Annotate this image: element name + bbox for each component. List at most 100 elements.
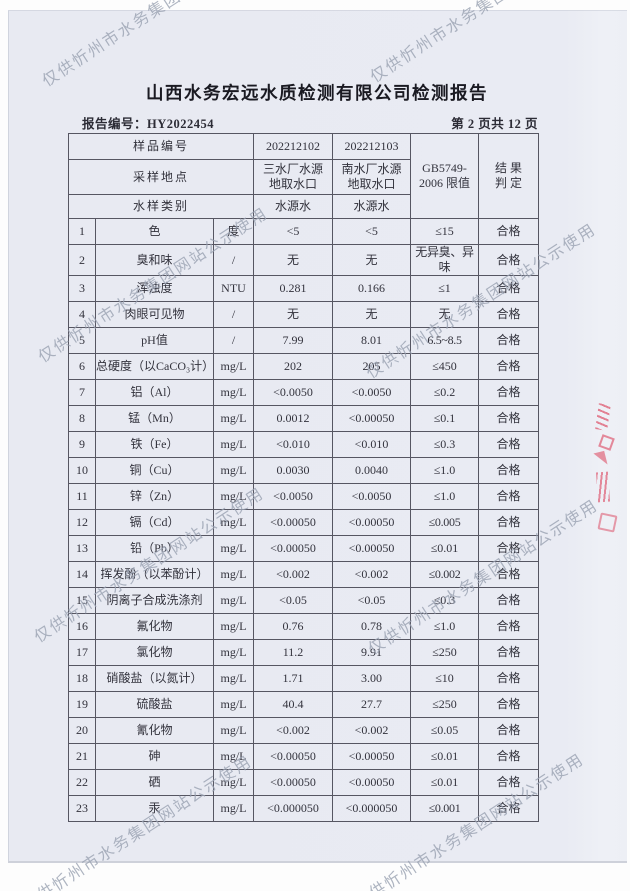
row-index-cell: 12	[68, 509, 96, 536]
limit-cell: ≤1.0	[410, 613, 480, 640]
table-row: 22 硒 mg/L <0.00050 <0.00050 ≤0.01 合格	[68, 769, 540, 796]
value1-cell: <0.00050	[253, 769, 334, 796]
param-name-cell: 硒	[95, 769, 214, 796]
row-index-cell: 5	[68, 327, 96, 354]
value2-cell: <0.00050	[332, 405, 412, 432]
result-cell: 合格	[478, 639, 540, 666]
row-index-cell: 23	[68, 795, 96, 822]
value2-cell: <0.00050	[332, 743, 412, 770]
param-name-cell: pH值	[95, 327, 214, 354]
report-number-line: 报告编号：HY2022454	[82, 113, 214, 132]
result-cell: 合格	[478, 509, 540, 536]
table-row: 17 氯化物 mg/L 11.2 9.91 ≤250 合格	[68, 639, 540, 666]
table-row: 16 氟化物 mg/L 0.76 0.78 ≤1.0 合格	[68, 613, 540, 640]
limit-cell: ≤0.01	[410, 769, 480, 796]
table-row: 7 铝（Al） mg/L <0.0050 <0.0050 ≤0.2 合格	[68, 379, 540, 406]
row-index-cell: 15	[68, 587, 96, 614]
row-index-cell: 2	[68, 244, 96, 276]
unit-cell: mg/L	[212, 353, 255, 380]
value2-cell: 205	[332, 353, 412, 380]
value1-cell: 无	[253, 301, 334, 328]
limit-cell: ≤1	[410, 275, 480, 302]
sample-no-label: 样品编号	[67, 133, 255, 160]
value2-cell: 无	[332, 301, 412, 328]
value2-cell: 0.78	[332, 613, 412, 640]
result-cell: 合格	[478, 379, 540, 406]
water-type-label: 水样类别	[67, 194, 255, 219]
page-indicator: 第 2 页共 12 页	[451, 117, 538, 131]
report-number-label: 报告编号：	[82, 117, 148, 131]
limit-cell: ≤1.0	[410, 483, 480, 510]
table-row: 23 汞 mg/L <0.000050 <0.000050 ≤0.001 合格	[68, 795, 540, 822]
table-row: 4 肉眼可见物 / 无无无合格	[68, 301, 540, 328]
limit-cell: ≤450	[410, 353, 480, 380]
unit-cell: mg/L	[212, 431, 255, 458]
param-name-cell: 色	[95, 218, 214, 245]
row-index-cell: 21	[68, 743, 96, 770]
unit-cell: mg/L	[212, 509, 255, 536]
unit-cell: mg/L	[212, 457, 255, 484]
table-row: 12 镉（Cd） mg/L <0.00050 <0.00050 ≤0.005 合格	[68, 509, 540, 536]
value1-cell: <0.002	[253, 717, 334, 744]
unit-cell: mg/L	[212, 483, 255, 510]
limit-cell: 无	[410, 301, 480, 328]
param-name-cell: 挥发酚（以苯酚计）	[95, 561, 214, 588]
value2-cell: <0.00050	[332, 509, 412, 536]
param-name-cell: 臭和味	[95, 244, 214, 276]
value2-cell: 0.166	[332, 275, 412, 302]
unit-cell: mg/L	[212, 561, 255, 588]
unit-cell: mg/L	[212, 691, 255, 718]
limit-column-header: GB5749- 2006 限值	[410, 133, 480, 219]
param-name-cell: 阴离子合成洗涤剂	[95, 587, 214, 614]
value1-cell: <0.0050	[253, 379, 334, 406]
table-row: 21 砷 mg/L <0.00050 <0.00050 ≤0.01 合格	[68, 743, 540, 770]
value1-cell: <5	[253, 218, 334, 245]
value1-cell: 1.71	[253, 665, 334, 692]
limit-cell: ≤0.01	[410, 743, 480, 770]
row-index-cell: 3	[68, 275, 96, 302]
location-2: 南水厂水源 地取水口	[332, 159, 412, 195]
table-row: 1 色度 <5 <5 ≤15 合格	[68, 218, 540, 245]
param-name-cell: 总硬度（以CaCO₃计）	[95, 353, 214, 380]
value1-cell: 11.2	[253, 639, 334, 666]
row-index-cell: 13	[68, 535, 96, 562]
unit-cell: /	[212, 301, 255, 328]
unit-cell: mg/L	[212, 379, 255, 406]
unit-cell: mg/L	[212, 405, 255, 432]
row-index-cell: 1	[68, 218, 96, 245]
limit-cell: ≤250	[410, 639, 480, 666]
unit-cell: NTU	[212, 275, 255, 302]
header-row-location: 采样地点 三水厂水源 地取水口 南水厂水源 地取水口	[67, 159, 539, 195]
result-cell: 合格	[478, 769, 540, 796]
table-row: 2 臭和味 / 无无无异臭、异味 合格	[68, 244, 540, 276]
unit-cell: mg/L	[212, 717, 255, 744]
limit-cell: 6.5~8.5	[410, 327, 480, 354]
row-index-cell: 20	[68, 717, 96, 744]
report-number-value: HY2022454	[147, 117, 215, 131]
result-cell: 合格	[478, 691, 540, 718]
result-cell: 合格	[478, 457, 540, 484]
value1-cell: <0.0050	[253, 483, 334, 510]
unit-cell: /	[212, 327, 255, 354]
result-cell: 合格	[478, 795, 540, 822]
value2-cell: <0.0050	[332, 483, 412, 510]
value1-cell: 7.99	[253, 327, 334, 354]
result-cell: 合格	[478, 327, 540, 354]
location-label: 采样地点	[67, 159, 255, 195]
value2-cell: <0.010	[332, 431, 412, 458]
row-index-cell: 11	[68, 483, 96, 510]
table-row: 13 铅（Pb） mg/L <0.00050 <0.00050 ≤0.01 合格	[68, 535, 540, 562]
value2-cell: 3.00	[332, 665, 412, 692]
row-index-cell: 4	[68, 301, 96, 328]
result-cell: 合格	[478, 535, 540, 562]
limit-cell: ≤15	[410, 218, 480, 245]
table-row: 3 浑浊度 NTU 0.281 0.166 ≤1 合格	[68, 275, 540, 302]
row-index-cell: 17	[68, 639, 96, 666]
param-name-cell: 铅（Pb）	[95, 535, 214, 562]
row-index-cell: 10	[68, 457, 96, 484]
limit-cell: ≤0.005	[410, 509, 480, 536]
row-index-cell: 16	[68, 613, 96, 640]
param-name-cell: 砷	[95, 743, 214, 770]
value2-cell: <0.0050	[332, 379, 412, 406]
row-index-cell: 14	[68, 561, 96, 588]
